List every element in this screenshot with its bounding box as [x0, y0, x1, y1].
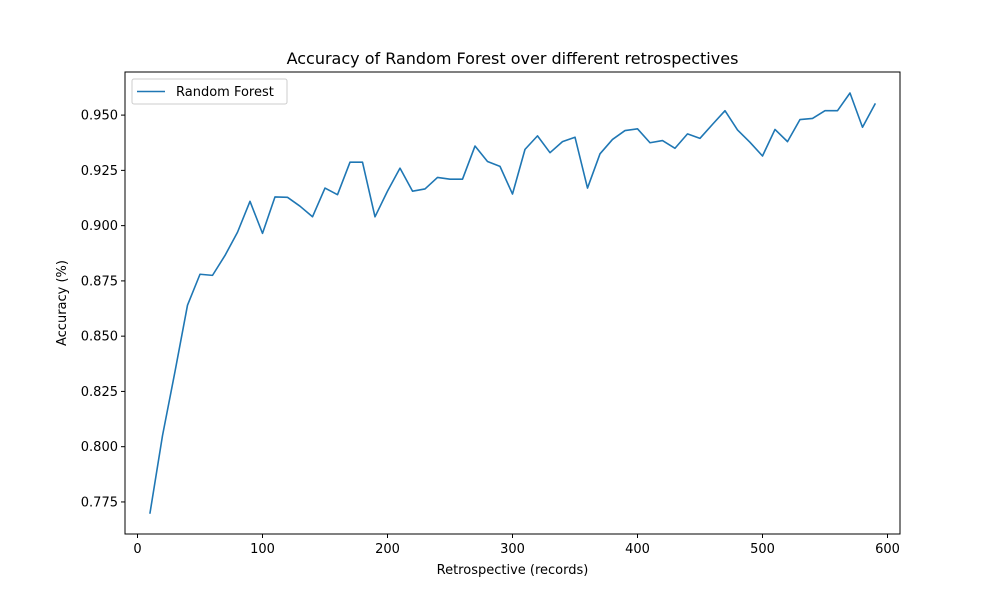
legend-box	[131, 78, 288, 105]
y-tick-label: 0.825	[81, 385, 118, 400]
chart-title: Accuracy of Random Forest over different…	[287, 49, 739, 68]
x-tick-label: 600	[875, 542, 900, 557]
series-line-random-forest	[149, 92, 877, 514]
x-tick-label: 400	[625, 542, 650, 557]
x-tick-label: 100	[250, 542, 275, 557]
y-tick-label: 0.850	[81, 330, 118, 345]
y-tick-label: 0.875	[81, 274, 118, 289]
plot-frame	[124, 71, 901, 535]
x-tick-label: 500	[750, 542, 775, 557]
legend: Random Forest	[131, 78, 288, 105]
y-tick-label: 0.775	[81, 495, 118, 510]
y-tick-label: 0.950	[81, 109, 118, 124]
x-tick-label: 300	[500, 542, 525, 557]
legend-label: Random Forest	[176, 85, 274, 100]
y-tick-label: 0.900	[81, 219, 118, 234]
x-axis: 0 100 200 300 400 500 600	[133, 534, 900, 557]
y-tick-label: 0.925	[81, 164, 118, 179]
y-axis: 0.775 0.800 0.825 0.850 0.875 0.900 0.925 0.950	[81, 109, 125, 510]
y-tick-label: 0.800	[81, 440, 118, 455]
plot-area	[149, 92, 877, 514]
x-axis-label: Retrospective (records)	[437, 563, 589, 578]
x-tick-label: 200	[375, 542, 400, 557]
y-axis-label: Accuracy (%)	[55, 260, 70, 346]
x-tick-label: 0	[133, 542, 141, 557]
